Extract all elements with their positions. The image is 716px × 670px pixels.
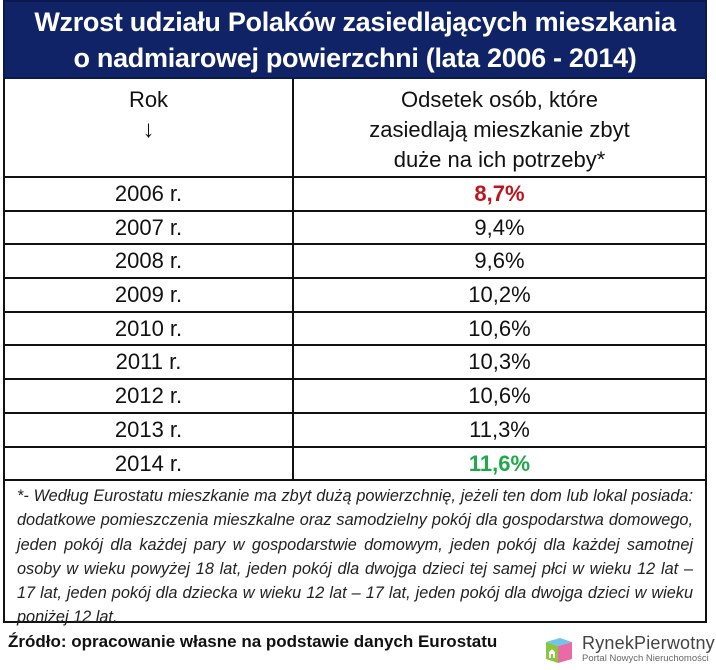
year-cell: 2006 r. [5, 178, 294, 210]
column-header-line: duże na ich potrzeby* [393, 147, 606, 172]
footnote: *- Według Eurostatu mieszkanie ma zbyt d… [3, 481, 707, 626]
title-line-1: Wzrost udziału Polaków zasiedlających mi… [34, 6, 676, 37]
title-line-2: o nadmiarowej powierzchni (lata 2006 - 2… [73, 42, 637, 73]
logo-name: RynekPierwotny [582, 633, 715, 653]
table-row: 2007 r. 9,4% [5, 211, 705, 246]
brand-logo: RynekPierwotny Portal Nowych Nieruchomoś… [542, 632, 715, 666]
year-cell: 2012 r. [5, 380, 294, 412]
value-cell: 8,7% [474, 181, 525, 206]
table-header-row: Rok ↓ Odsetek osób, które zasiedlają mie… [5, 79, 705, 178]
value-cell: 9,4% [474, 214, 525, 240]
value-cell: 10,6% [468, 383, 531, 409]
table-row: 2012 r. 10,6% [5, 380, 705, 414]
column-header-year: Rok ↓ [5, 79, 294, 176]
year-cell: 2008 r. [5, 245, 294, 278]
value-cell: 11,3% [469, 416, 530, 442]
source-caption: Źródło: opracowanie własne na podstawie … [8, 632, 498, 651]
value-cell: 10,6% [468, 315, 531, 341]
title-banner: Wzrost udziału Polaków zasiedlających mi… [3, 0, 707, 79]
year-cell: 2013 r. [5, 413, 294, 446]
year-cell: 2010 r. [5, 312, 294, 345]
infographic-table: Wzrost udziału Polaków zasiedlających mi… [3, 0, 707, 626]
data-table: Rok ↓ Odsetek osób, które zasiedlają mie… [3, 79, 707, 482]
year-cell: 2007 r. [5, 211, 294, 244]
table-row: 2006 r. 8,7% [5, 178, 705, 212]
value-cell: 10,3% [468, 349, 531, 375]
table-row: 2010 r. 10,6% [5, 312, 705, 347]
table-row: 2014 r. 11,6% [5, 447, 705, 482]
column-header-line: zasiedlają mieszkanie zbyt [369, 117, 630, 142]
house-cube-icon [546, 638, 572, 663]
value-cell: 10,2% [468, 282, 531, 308]
value-cell: 9,6% [474, 248, 525, 274]
column-header-percentage: Odsetek osób, które zasiedlają mieszkani… [294, 79, 705, 176]
column-header-year-label: Rok [128, 87, 169, 112]
arrow-down-icon: ↓ [142, 116, 155, 143]
year-cell: 2014 r. [5, 447, 294, 480]
table-row: 2009 r. 10,2% [5, 279, 705, 313]
value-cell: 11,6% [468, 450, 531, 476]
year-cell: 2011 r. [5, 346, 294, 379]
year-cell: 2009 r. [5, 279, 294, 311]
logo-tagline: Portal Nowych Nieruchomości [582, 653, 709, 664]
table-row: 2008 r. 9,6% [5, 245, 705, 280]
table-row: 2013 r. 11,3% [5, 413, 705, 448]
table-row: 2011 r. 10,3% [5, 346, 705, 381]
column-header-line: Odsetek osób, które [401, 87, 598, 112]
